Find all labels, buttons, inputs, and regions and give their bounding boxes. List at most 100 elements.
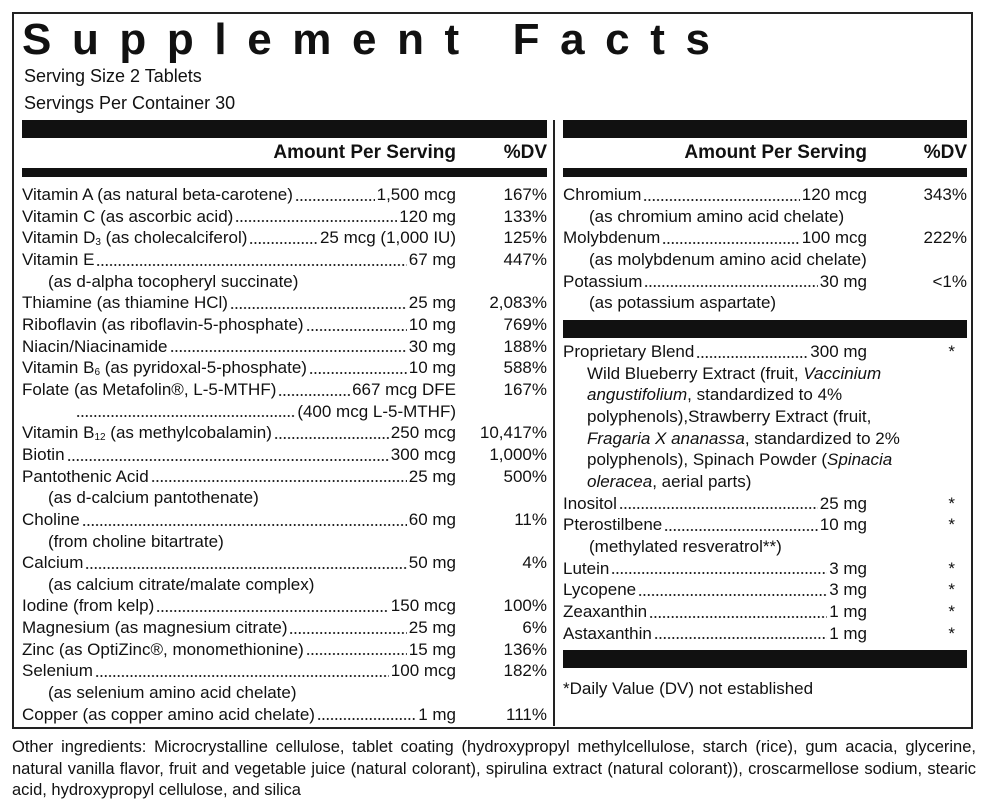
nutrient-name: Molybdenum (563, 227, 660, 249)
blend-line: Fragaria X ananassa, standardized to 2% (563, 428, 967, 450)
nutrient-row: Folate (as Metafolin®, L-5-MTHF) 667 mcg … (22, 379, 547, 401)
amount: 15 mg (408, 639, 456, 659)
nutrient-name: Astaxanthin (563, 623, 652, 645)
label-title: Supplement Facts (22, 15, 731, 64)
continuation-row: (400 mcg L-5-MTHF) (22, 401, 547, 423)
blend-text: , aerial parts) (652, 471, 752, 491)
left-column: Amount Per Serving %DV Vitamin A (as nat… (22, 120, 547, 725)
blend-list: Proprietary Blend 300 mg * (563, 341, 967, 363)
daily-value: 1,000% (489, 444, 547, 464)
nutrient-row: Selenium 100 mcg 182% (22, 660, 547, 682)
dot-leader (305, 653, 407, 656)
nutrient-name: Proprietary Blend (563, 341, 694, 363)
nutrient-name: Iodine (from kelp) (22, 595, 154, 617)
header-bar (563, 120, 967, 138)
nutrient-row: Pantothenic Acid 25 mg 500% (22, 466, 547, 488)
dot-leader (235, 220, 398, 223)
nutrient-row: Vitamin A (as natural beta-carotene) 1,50… (22, 184, 547, 206)
nutrient-row: Choline 60 mg 11% (22, 509, 547, 531)
nutrient-row: Vitamin E 67 mg 447% (22, 249, 547, 271)
nutrient-row: Lycopene 3 mg * (563, 579, 967, 601)
daily-value: 100% (503, 596, 547, 616)
nutrient-label: Copper (as copper amino acid chelate) (22, 704, 315, 724)
amount: 50 mg (408, 553, 456, 573)
source-note: (as potassium aspartate) (589, 293, 777, 313)
amount: 667 mcg DFE (352, 379, 456, 399)
blend-text: , standardized to 4% (687, 385, 843, 405)
nutrient-label: Choline (22, 509, 80, 529)
daily-value: * (948, 580, 955, 600)
nutrient-label: Zinc (as OptiZinc®, monomethionine) (22, 639, 304, 659)
nutrient-label: Zeaxanthin (563, 601, 648, 621)
source-note: (as calcium citrate/malate complex) (48, 574, 315, 594)
daily-value: * (948, 515, 955, 535)
amount: 30 mg (408, 336, 456, 356)
serving-size: Serving Size 2 Tablets (24, 66, 202, 86)
daily-value: 136% (503, 639, 547, 659)
nutrient-name: Vitamin A (as natural beta-carotene) (22, 184, 293, 206)
amount: 300 mg (810, 341, 867, 361)
nutrient-name: Vitamin B12 (as methylcobalamin) (22, 422, 272, 447)
nutrient-name: Calcium (22, 552, 83, 574)
servings-per-container: Servings Per Container 30 (24, 93, 236, 113)
other-ingredients: Other ingredients: Microcrystalline cell… (12, 738, 976, 799)
source-note: (as d-alpha tocopheryl succinate) (48, 271, 299, 291)
amount: 60 mg (408, 509, 456, 529)
nutrient-name: Inositol (563, 493, 617, 515)
blend-text: Spinacia (827, 450, 893, 470)
nutrient-row: Potassium 30 mg <1% (563, 271, 967, 293)
amount: 1,500 mcg (376, 185, 456, 204)
nutrient-name: Copper (as copper amino acid chelate) (22, 704, 315, 726)
subscript: 3 (95, 237, 101, 249)
daily-value: 11% (514, 509, 547, 529)
nutrient-row: Biotin 300 mcg 1,000% (22, 444, 547, 466)
nutrient-name: Magnesium (as magnesium citrate) (22, 617, 287, 639)
amount: 150 mcg (390, 596, 456, 616)
amount: 10 mg (408, 358, 456, 378)
nutrient-row: Astaxanthin 1 mg * (563, 623, 967, 645)
nutrient-form: (as cholecalciferol) (100, 228, 248, 248)
amount: 100 mcg (801, 228, 867, 248)
nutrient-label: Niacin/Niacinamide (22, 336, 168, 356)
dot-leader (169, 350, 407, 353)
dot-leader (643, 198, 800, 201)
sub-note: (methylated resveratrol**) (563, 536, 967, 558)
daily-value: 343% (923, 185, 967, 204)
daily-value: 182% (503, 661, 547, 681)
dot-leader (76, 415, 296, 418)
blend-line: oleracea, aerial parts) (563, 471, 967, 493)
nutrient-row: Chromium 120 mcg 343% (563, 184, 967, 206)
nutrient-label: Iodine (from kelp) (22, 596, 155, 616)
amount: 1 mg (829, 623, 867, 643)
amount: 67 mg (408, 249, 456, 269)
nutrient-form: (as methylcobalamin) (105, 423, 272, 443)
sub-note: (as d-calcium pantothenate) (22, 487, 547, 509)
amount: 10 mg (819, 515, 867, 535)
nutrient-name: Vitamin C (as ascorbic acid) (22, 206, 233, 228)
daily-value: 769% (503, 314, 547, 334)
nutrient-label: Calcium (22, 553, 84, 573)
dot-leader (249, 241, 318, 244)
nutrient-label: Inositol (563, 493, 617, 513)
other-compounds-list: Inositol 25 mg * Pterostilbene 10 mg * (methyl… (563, 493, 967, 645)
nutrient-name: Vitamin E (22, 249, 94, 271)
blend-text: angustifolium (587, 385, 688, 405)
dot-leader (611, 572, 828, 575)
nutrient-row: Proprietary Blend 300 mg * (563, 341, 967, 363)
column-header: Amount Per Serving %DV (563, 138, 967, 168)
dot-leader (316, 718, 417, 721)
nutrient-name: Chromium (563, 184, 641, 206)
daily-value: * (948, 623, 955, 643)
nutrient-name: Folate (as Metafolin®, L-5-MTHF) (22, 379, 276, 401)
nutrient-list: Vitamin A (as natural beta-carotene) 1,50… (22, 184, 547, 725)
daily-value: <1% (932, 271, 968, 291)
daily-value: 10,417% (479, 423, 547, 443)
nutrient-label: Molybdenum (563, 228, 661, 248)
nutrient-row: Vitamin B6 (as pyridoxal-5-phosphate) 10 … (22, 357, 547, 379)
dot-leader (638, 593, 828, 596)
nutrient-label: Pantothenic Acid (22, 466, 149, 486)
blend-description: Wild Blueberry Extract (fruit, Vaccinium… (563, 363, 967, 493)
blend-text: polyphenols), Spinach Powder ( (587, 450, 828, 470)
amount: 25 mcg (1,000 IU) (319, 228, 456, 248)
header-rule (22, 168, 547, 177)
